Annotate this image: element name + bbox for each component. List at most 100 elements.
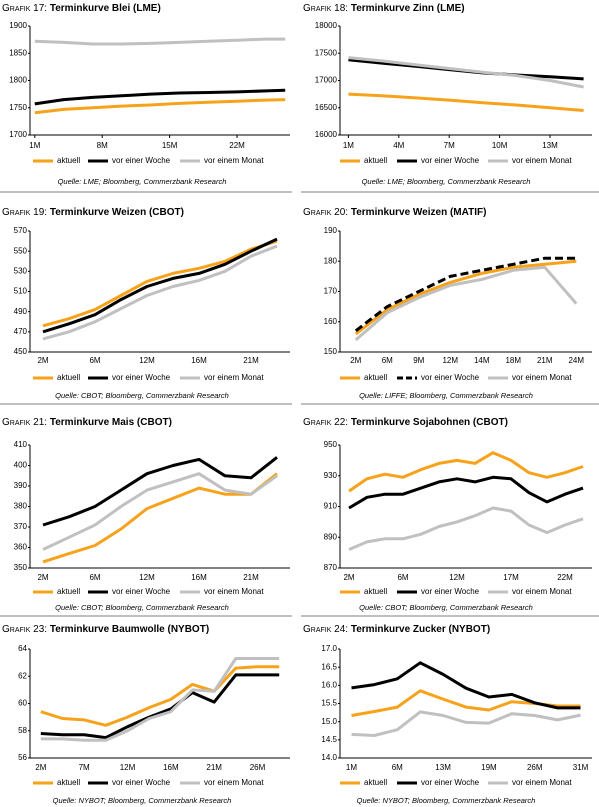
x-tick-label: 6M xyxy=(89,356,100,365)
legend-label: vor einer Woche xyxy=(112,587,171,596)
y-tick-label: 380 xyxy=(14,502,28,511)
legend-label: vor einem Monat xyxy=(204,156,264,165)
y-tick-label: 890 xyxy=(324,532,338,541)
chart-label: Grafik 20: xyxy=(303,207,348,218)
y-tick-label: 18000 xyxy=(315,21,338,30)
x-tick-label: 16M xyxy=(191,356,207,365)
series-line xyxy=(34,37,286,46)
legend-label: vor einer Woche xyxy=(421,373,480,382)
chart-label: Grafik 21: xyxy=(2,417,47,428)
y-tick-label: 16500 xyxy=(315,103,338,112)
y-tick-label: 190 xyxy=(324,226,338,235)
source-note: Quelle: CBOT; Bloomberg, Commerzbank Res… xyxy=(55,391,229,400)
x-tick-label: 2M xyxy=(343,573,354,582)
source-note: Quelle: LME; Bloomberg, Commerzbank Rese… xyxy=(362,177,531,186)
x-tick-label: 18M xyxy=(505,356,521,365)
legend-label: vor einem Monat xyxy=(204,587,264,596)
chart-title-text: Terminkurve Sojabohnen (CBOT) xyxy=(351,417,508,428)
y-tick-label: 60 xyxy=(18,699,27,708)
chart-title-text: Terminkurve Mais (CBOT) xyxy=(50,417,172,428)
series-line xyxy=(40,673,280,740)
x-tick-label: 19M xyxy=(481,763,497,772)
chart-title-text: Terminkurve Baumwolle (NYBOT) xyxy=(50,624,209,635)
chart-title: Grafik 18: Terminkurve Zinn (LME) xyxy=(303,3,465,14)
x-tick-label: 26M xyxy=(527,763,543,772)
series-line xyxy=(351,661,581,710)
chart-title: Grafik 21: Terminkurve Mais (CBOT) xyxy=(2,417,172,428)
y-tick-label: 14.0 xyxy=(321,753,337,762)
y-tick-label: 350 xyxy=(14,563,28,572)
legend-label: vor einem Monat xyxy=(512,373,572,382)
chart-title: Grafik 17: Terminkurve Blei (LME) xyxy=(2,3,161,14)
series-line xyxy=(351,689,581,717)
y-tick-label: 56 xyxy=(18,753,27,762)
y-tick-label: 150 xyxy=(324,347,338,356)
y-tick-label: 390 xyxy=(14,481,28,490)
legend-label: vor einer Woche xyxy=(112,778,171,787)
x-tick-label: 8M xyxy=(97,141,108,150)
legend-label: aktuell xyxy=(57,156,80,165)
x-tick-label: 7M xyxy=(79,763,90,772)
source-note: Quelle: CBOT; Bloomberg, Commerzbank Res… xyxy=(359,603,533,612)
y-tick-label: 58 xyxy=(18,726,27,735)
chart-title: Grafik 23: Terminkurve Baumwolle (NYBOT) xyxy=(2,624,209,635)
x-tick-label: 13M xyxy=(542,141,558,150)
series-line xyxy=(348,506,584,551)
y-tick-label: 490 xyxy=(14,307,28,316)
chart-title: Grafik 24: Terminkurve Zucker (NYBOT) xyxy=(303,624,490,635)
legend-label: aktuell xyxy=(364,587,387,596)
y-tick-label: 17000 xyxy=(315,76,338,85)
y-tick-label: 15.5 xyxy=(321,699,337,708)
series-line xyxy=(42,472,278,564)
y-tick-label: 16.5 xyxy=(321,662,337,671)
x-tick-label: 4M xyxy=(393,141,404,150)
legend-label: aktuell xyxy=(364,373,387,382)
series-line xyxy=(348,475,584,510)
x-tick-label: 2M xyxy=(350,356,361,365)
legend-label: vor einem Monat xyxy=(204,373,264,382)
x-tick-label: 15M xyxy=(162,141,178,150)
series-line xyxy=(354,259,577,336)
legend-label: vor einer Woche xyxy=(421,587,480,596)
legend-label: vor einem Monat xyxy=(512,587,572,596)
y-tick-label: 450 xyxy=(14,347,28,356)
legend-label: vor einem Monat xyxy=(512,778,572,787)
x-tick-label: 31M xyxy=(573,763,589,772)
chart-label: Grafik 19: xyxy=(2,207,47,218)
chart-title-text: Terminkurve Weizen (CBOT) xyxy=(50,207,184,218)
x-tick-label: 2M xyxy=(35,763,46,772)
y-tick-label: 950 xyxy=(324,440,338,449)
x-tick-label: 12M xyxy=(442,356,458,365)
series-line xyxy=(354,265,578,342)
x-tick-label: 21M xyxy=(537,356,553,365)
x-tick-label: 22M xyxy=(229,141,245,150)
series-line xyxy=(34,98,286,115)
x-tick-label: 21M xyxy=(206,763,222,772)
legend-label: vor einem Monat xyxy=(204,778,264,787)
x-tick-label: 21M xyxy=(243,356,259,365)
legend-label: vor einem Monat xyxy=(512,156,572,165)
x-tick-label: 17M xyxy=(503,573,519,582)
legend-label: vor einer Woche xyxy=(112,156,171,165)
y-tick-label: 400 xyxy=(14,461,28,470)
source-note: Quelle: CBOT; Bloomberg, Commerzbank Res… xyxy=(55,603,229,612)
y-tick-label: 1700 xyxy=(9,130,27,139)
x-tick-label: 1M xyxy=(346,763,357,772)
legend-label: aktuell xyxy=(364,778,387,787)
y-tick-label: 530 xyxy=(14,266,28,275)
y-tick-label: 14.5 xyxy=(321,735,337,744)
chart-title-text: Terminkurve Zinn (LME) xyxy=(351,3,465,14)
legend-label: vor einer Woche xyxy=(112,373,171,382)
legend-label: aktuell xyxy=(57,587,80,596)
y-tick-label: 1850 xyxy=(9,48,27,57)
chart-label: Grafik 24: xyxy=(303,624,348,635)
x-tick-label: 14M xyxy=(474,356,490,365)
x-tick-label: 2M xyxy=(37,573,48,582)
y-tick-label: 180 xyxy=(324,256,338,265)
x-tick-label: 16M xyxy=(163,763,179,772)
series-line xyxy=(354,256,577,332)
source-note: Quelle: LME; Bloomberg, Commerzbank Rese… xyxy=(58,177,227,186)
y-tick-label: 16.0 xyxy=(321,680,337,689)
series-line xyxy=(348,56,584,89)
chart-title: Grafik 19: Terminkurve Weizen (CBOT) xyxy=(2,207,184,218)
